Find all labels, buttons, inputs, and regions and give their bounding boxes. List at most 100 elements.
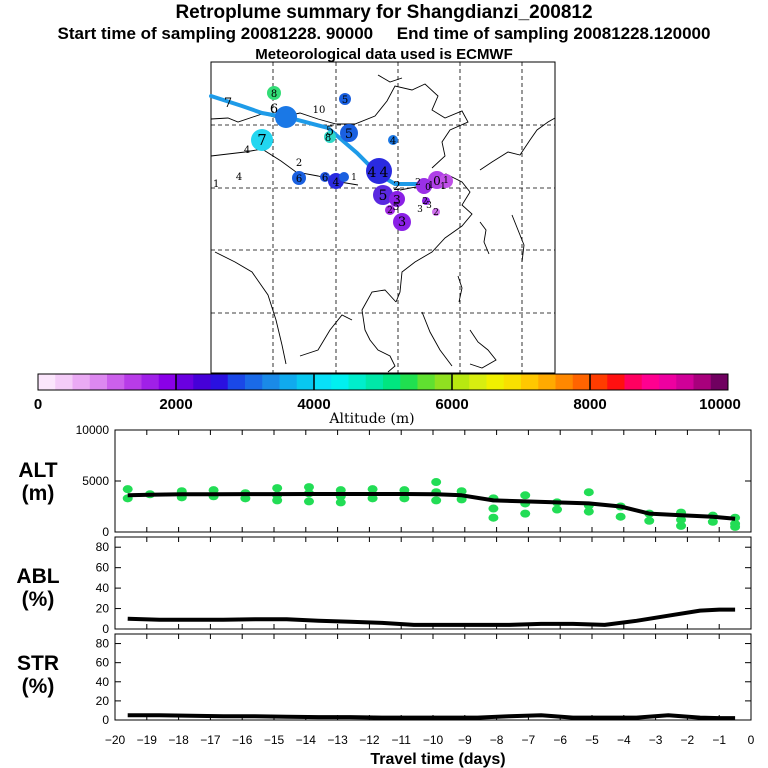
plume-label: 1 bbox=[443, 176, 449, 186]
colorbar-cell bbox=[693, 374, 712, 390]
alt-point bbox=[615, 512, 626, 521]
alt-point bbox=[707, 517, 718, 526]
plume-label: 2 bbox=[433, 208, 439, 218]
x-tick-label: 0 bbox=[748, 733, 755, 747]
colorbar-cell bbox=[365, 374, 384, 390]
x-tick-label: −17 bbox=[200, 733, 221, 747]
plume-point bbox=[275, 106, 297, 128]
colorbar-cell bbox=[72, 374, 91, 390]
alt-point bbox=[488, 504, 499, 513]
x-tick-label: −14 bbox=[296, 733, 317, 747]
str-panel: 0 20 40 60 80 bbox=[96, 634, 752, 727]
colorbar-label: Altitude (m) bbox=[328, 411, 414, 427]
alt-point bbox=[303, 497, 314, 506]
plume-label: 4 bbox=[333, 176, 340, 189]
plume-label: 10 bbox=[313, 105, 326, 116]
plume-label: 5 bbox=[345, 127, 353, 142]
x-tick-label: −16 bbox=[232, 733, 253, 747]
y-tick-label: 60 bbox=[96, 561, 110, 575]
plume-point bbox=[416, 178, 432, 194]
alt-point bbox=[583, 488, 594, 497]
met-data-note: Meteorological data used is ECMWF bbox=[255, 46, 513, 63]
x-axis-title: Travel time (days) bbox=[370, 751, 505, 768]
colorbar-cell bbox=[124, 374, 142, 390]
plume-point bbox=[385, 205, 395, 215]
colorbar-cell bbox=[676, 374, 694, 390]
x-tick-label: −1 bbox=[712, 733, 726, 747]
plume-label: 7 bbox=[224, 96, 232, 111]
plume-label: 1 bbox=[440, 182, 446, 192]
alt-point bbox=[208, 486, 219, 495]
colorbar-cell bbox=[434, 374, 453, 390]
plume-label: 4 bbox=[368, 165, 377, 181]
alt-point bbox=[122, 485, 133, 494]
alt-point bbox=[240, 494, 251, 503]
x-tick-label: −2 bbox=[681, 733, 695, 747]
plume-label: 3 bbox=[393, 193, 401, 207]
str-label: STR bbox=[17, 652, 59, 675]
colorbar-cell bbox=[417, 374, 436, 390]
alt-point bbox=[730, 522, 741, 531]
plume-label: 3 bbox=[426, 201, 432, 211]
plume-label: 2 bbox=[393, 179, 401, 193]
alt-point bbox=[583, 507, 594, 516]
colorbar-frame bbox=[37, 373, 729, 391]
x-tick-label: −19 bbox=[137, 733, 158, 747]
plume-point bbox=[439, 174, 453, 188]
plume-label: 2 bbox=[296, 158, 302, 169]
alt-point bbox=[431, 496, 442, 505]
alt-point bbox=[644, 516, 655, 525]
plume-label: 5 bbox=[342, 95, 348, 106]
plume-point bbox=[339, 93, 351, 105]
plume-label: 0 bbox=[425, 183, 431, 193]
str-panel-frame bbox=[114, 633, 752, 721]
plume-label: 6 bbox=[296, 174, 302, 185]
colorbar-cell bbox=[331, 374, 349, 390]
colorbar-cell bbox=[469, 374, 487, 390]
plume-label: 8 bbox=[325, 133, 331, 144]
alt-point bbox=[367, 485, 378, 494]
alt-point bbox=[335, 498, 346, 507]
alt-point bbox=[303, 483, 314, 492]
str-unit: (%) bbox=[22, 675, 55, 698]
plume-point bbox=[389, 191, 405, 207]
abl-panel: 0 20 40 60 80 bbox=[96, 537, 752, 636]
map-frame bbox=[210, 61, 556, 374]
colorbar-cell bbox=[55, 374, 73, 390]
plume-point bbox=[393, 213, 411, 231]
colorbar-cell bbox=[193, 374, 211, 390]
colorbar-cell bbox=[503, 374, 522, 390]
plume-label: 6 bbox=[270, 102, 278, 117]
colorbar-cell bbox=[210, 374, 229, 390]
y-tick-label: 20 bbox=[96, 602, 110, 616]
colorbar-cell bbox=[452, 374, 470, 390]
plume-point bbox=[422, 197, 430, 205]
x-tick-label: −10 bbox=[423, 733, 444, 747]
colorbar-cell bbox=[245, 374, 263, 390]
colorbar-tick: 2000 bbox=[159, 396, 192, 413]
colorbar-cell bbox=[486, 374, 505, 390]
plume-label: 3 bbox=[398, 215, 406, 230]
x-tick-label: −9 bbox=[458, 733, 472, 747]
colorbar-cell bbox=[227, 374, 246, 390]
plume-label: 5 bbox=[393, 200, 400, 213]
retroplume-map: 7 8 6 10 5 7 5 8 5 4 4 2 4 6 6 4 1 4 4 2… bbox=[209, 61, 556, 374]
y-tick-label: 40 bbox=[96, 675, 110, 689]
plume-label: 4 bbox=[244, 145, 250, 156]
y-tick-label: 0 bbox=[102, 622, 109, 636]
plume-point bbox=[340, 124, 358, 142]
sampling-times: Start time of sampling 20081228. 90000 E… bbox=[57, 24, 711, 43]
alt-point bbox=[456, 487, 467, 496]
colorbar-cell bbox=[590, 374, 608, 390]
y-tick-label: 20 bbox=[96, 694, 110, 708]
plume-point bbox=[324, 131, 336, 143]
plume-labels: 7 8 6 10 5 7 5 8 5 4 4 2 4 6 6 4 1 4 4 2… bbox=[213, 89, 449, 230]
colorbar-tick: 6000 bbox=[435, 396, 468, 413]
str-series-line bbox=[127, 713, 736, 721]
y-tick-label: 10000 bbox=[76, 423, 110, 437]
plume-label: 2 bbox=[387, 206, 393, 216]
plume-point bbox=[267, 86, 281, 100]
alt-point bbox=[552, 505, 563, 514]
abl-panel-frame bbox=[114, 536, 752, 630]
